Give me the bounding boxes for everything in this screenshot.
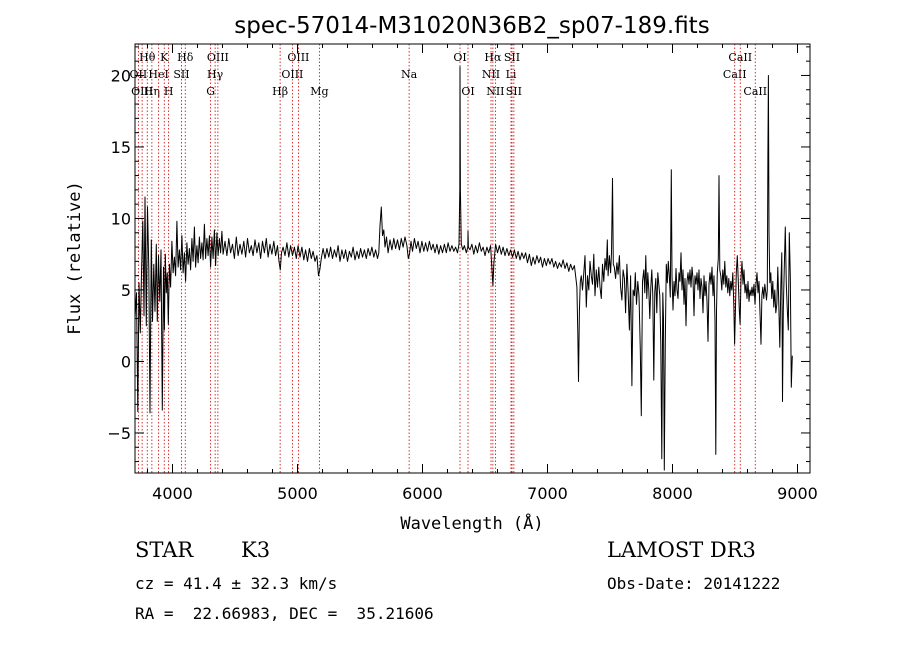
object-subclass: K3 — [241, 538, 271, 562]
spectral-line-label-13: OIII — [281, 68, 303, 81]
spectral-line-label-25: CaII — [723, 68, 747, 81]
y-tick-label-1: 0 — [121, 352, 131, 371]
x-axis-label: Wavelength (Å) — [400, 512, 543, 534]
spectral-line-label-18: OI — [461, 85, 474, 98]
spectral-line-label-17: OI — [453, 51, 466, 64]
y-tick-label-4: 15 — [111, 138, 131, 157]
x-tick-label-2: 6000 — [402, 484, 443, 503]
y-tick-label-2: 5 — [121, 281, 131, 300]
spectral-line-label-27: CaII — [743, 85, 767, 98]
spectral-line-label-24: SII — [506, 85, 522, 98]
y-tick-label-3: 10 — [111, 209, 131, 228]
spectral-line-label-19: NII — [482, 68, 500, 81]
spectral-line-label-9: G — [206, 85, 215, 98]
x-tick-label-3: 7000 — [527, 484, 568, 503]
spectral-line-label-1: OII — [130, 68, 148, 81]
x-tick-label-0: 4000 — [152, 484, 193, 503]
observation-date: Obs-Date: 20141222 — [607, 574, 781, 593]
spectral-line-markers: HθOIIOIIIHηHeIKHSIIHδGHγOIIIHβOIIIOIIIMg… — [130, 44, 767, 473]
spectral-line-label-8: Hδ — [177, 51, 194, 64]
x-tick-label-5: 9000 — [777, 484, 818, 503]
spectral-line-label-16: Na — [401, 68, 418, 81]
spectral-line-label-12: Hβ — [272, 85, 288, 98]
y-tick-label-5: 20 — [111, 66, 131, 85]
spectral-line-label-7: SII — [173, 68, 189, 81]
spectral-line-label-0: Hθ — [139, 51, 156, 64]
sky-coordinates: RA = 22.66983, DEC = 35.21606 — [135, 604, 434, 623]
spectral-line-label-22: Li — [506, 68, 517, 81]
spectral-line-label-20: Hα — [484, 51, 502, 64]
spectral-line-label-15: Mg — [310, 85, 328, 98]
spectral-line-label-21: NII — [486, 85, 504, 98]
spectral-line-label-4: HeI — [148, 68, 168, 81]
spectral-line-label-3: Hη — [144, 85, 160, 98]
axes: 4000 5000 6000 7000 8000 9000 −5 0 5 10 15 20 — [107, 44, 818, 503]
spectral-line-label-2: OIII — [131, 85, 153, 98]
spectral-line-label-11: OIII — [207, 51, 229, 64]
spectral-line-label-26: CaII — [728, 51, 752, 64]
y-axis-label: Flux (relative) — [65, 181, 85, 335]
spectral-line-label-23: SII — [504, 51, 520, 64]
spectral-line-label-6: H — [164, 85, 174, 98]
redshift-velocity: cz = 41.4 ± 32.3 km/s — [135, 574, 338, 593]
survey-name: LAMOST DR3 — [607, 538, 756, 562]
y-tick-label-0: −5 — [107, 424, 131, 443]
spectrum-line — [134, 66, 793, 471]
spectral-line-label-5: K — [160, 51, 169, 64]
spectral-line-label-10: Hγ — [207, 68, 224, 81]
x-tick-label-1: 5000 — [277, 484, 318, 503]
spectral-line-label-14: OIII — [287, 51, 309, 64]
plot-frame — [134, 43, 811, 474]
object-class: STAR — [135, 538, 194, 562]
x-tick-label-4: 8000 — [652, 484, 693, 503]
chart-title: spec-57014-M31020N36B2_sp07-189.fits — [234, 13, 709, 39]
